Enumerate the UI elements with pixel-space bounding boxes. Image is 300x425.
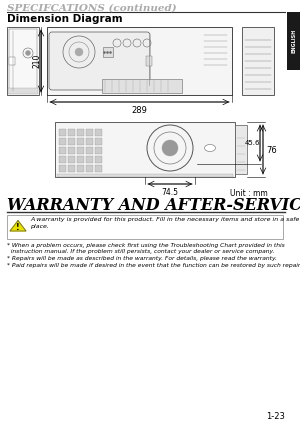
Bar xyxy=(287,12,300,70)
Bar xyxy=(77,138,84,145)
Circle shape xyxy=(75,48,83,56)
Bar xyxy=(68,129,75,136)
Text: !: ! xyxy=(16,223,20,232)
Bar xyxy=(77,165,84,172)
Bar xyxy=(86,156,93,163)
Text: Unit : mm: Unit : mm xyxy=(230,189,268,198)
Bar xyxy=(7,215,283,239)
Circle shape xyxy=(26,51,31,56)
Text: 74.5: 74.5 xyxy=(161,188,178,197)
Text: place.: place. xyxy=(30,224,49,229)
Bar xyxy=(7,27,39,95)
Text: 289: 289 xyxy=(131,106,147,115)
Text: 210: 210 xyxy=(32,54,41,68)
Bar xyxy=(68,156,75,163)
Bar xyxy=(59,138,66,145)
Bar xyxy=(9,57,15,65)
Text: Dimension Diagram: Dimension Diagram xyxy=(7,14,123,24)
Bar xyxy=(86,129,93,136)
Text: WARRANTY AND AFTER-SERVICE: WARRANTY AND AFTER-SERVICE xyxy=(7,197,300,214)
Text: * Paid repairs will be made if desired in the event that the function can be res: * Paid repairs will be made if desired i… xyxy=(7,263,300,268)
Bar xyxy=(146,56,152,66)
Text: 76: 76 xyxy=(266,145,277,155)
Bar xyxy=(86,138,93,145)
Text: ENGLISH: ENGLISH xyxy=(291,29,296,53)
Bar xyxy=(68,147,75,154)
Bar xyxy=(95,138,102,145)
Bar xyxy=(95,129,102,136)
Bar xyxy=(59,147,66,154)
Bar xyxy=(86,147,93,154)
Bar xyxy=(95,147,102,154)
Bar xyxy=(77,129,84,136)
FancyBboxPatch shape xyxy=(49,32,150,90)
Bar xyxy=(9,29,37,93)
Bar xyxy=(59,129,66,136)
Bar xyxy=(95,156,102,163)
Bar xyxy=(235,125,247,174)
Text: * When a problem occurs, please check first using the Troubleshooting Chart prov: * When a problem occurs, please check fi… xyxy=(7,243,285,248)
Bar xyxy=(8,88,38,94)
Bar xyxy=(47,27,232,95)
Ellipse shape xyxy=(205,144,215,151)
Circle shape xyxy=(162,140,178,156)
Bar xyxy=(55,122,235,177)
Text: A warranty is provided for this product. Fill in the necessary items and store i: A warranty is provided for this product.… xyxy=(30,217,299,222)
Text: 1-23: 1-23 xyxy=(266,412,285,421)
Text: SPECIFCATIONS (continued): SPECIFCATIONS (continued) xyxy=(7,4,177,13)
Bar xyxy=(103,47,113,57)
Bar xyxy=(59,156,66,163)
Bar xyxy=(68,165,75,172)
Bar xyxy=(77,156,84,163)
Text: 45.6: 45.6 xyxy=(244,140,260,146)
Bar xyxy=(242,27,274,95)
Bar xyxy=(95,165,102,172)
Text: instruction manual. If the problem still persists, contact your dealer or servic: instruction manual. If the problem still… xyxy=(7,249,274,254)
Text: * Repairs will be made as described in the warranty. For details, please read th: * Repairs will be made as described in t… xyxy=(7,256,277,261)
Bar xyxy=(68,138,75,145)
Bar xyxy=(59,165,66,172)
Bar xyxy=(86,165,93,172)
Bar xyxy=(102,79,182,93)
Bar xyxy=(57,174,233,177)
Polygon shape xyxy=(10,221,26,231)
Bar xyxy=(77,147,84,154)
